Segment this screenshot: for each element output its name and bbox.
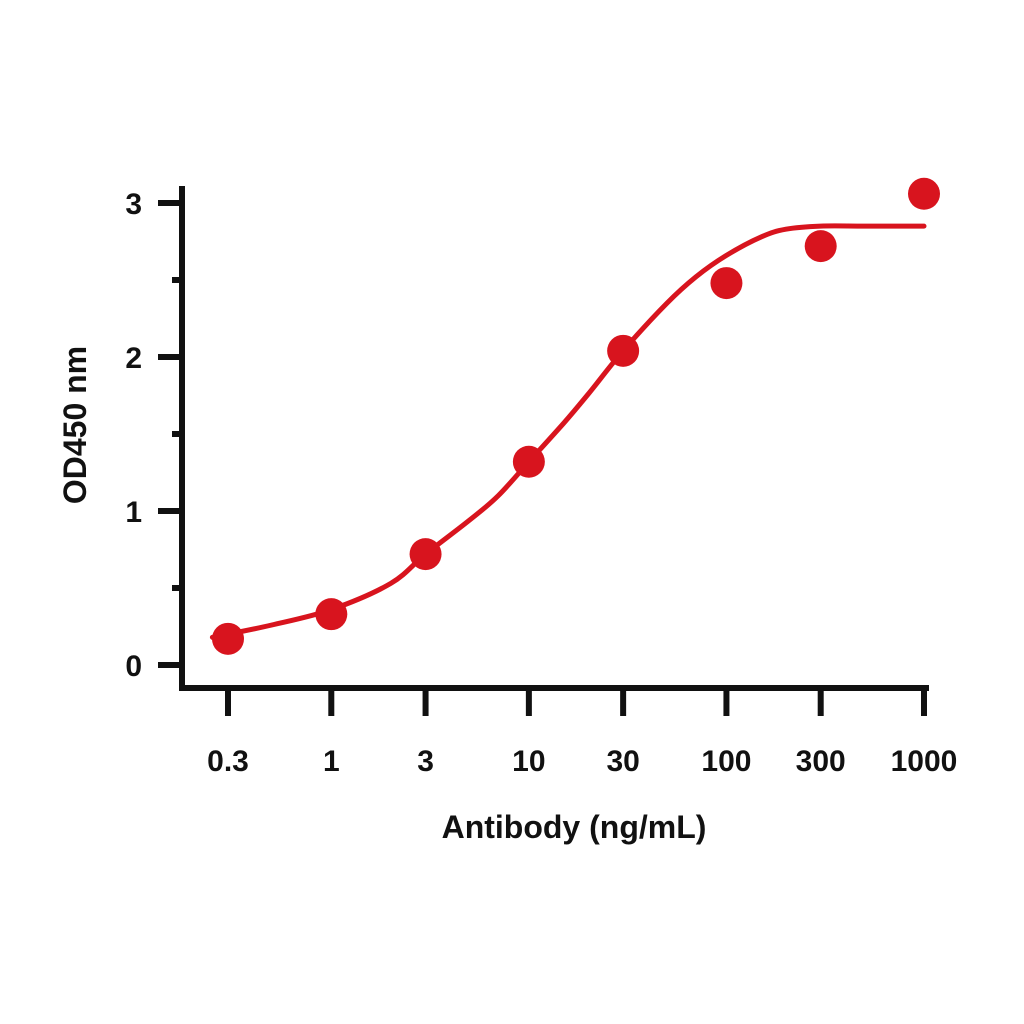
- x-axis-title: Antibody (ng/mL): [442, 809, 707, 845]
- x-tick-label: 0.3: [207, 745, 249, 778]
- x-tick-label: 100: [701, 745, 751, 778]
- x-tick-label: 3: [417, 745, 434, 778]
- fit-curve-layer: [209, 223, 927, 640]
- axes: [179, 186, 929, 691]
- x-tick-label: 30: [606, 745, 639, 778]
- y-tick-label: 1: [125, 496, 142, 529]
- data-point: [710, 267, 743, 300]
- y-tick-label: 0: [125, 650, 142, 683]
- x-tick-label: 1: [323, 745, 340, 778]
- data-point: [804, 230, 837, 263]
- x-ticks: 0.3 1 3 10 30 100 300 1000: [207, 688, 957, 778]
- fit-curve: [209, 223, 927, 640]
- data-point: [409, 538, 442, 571]
- data-point: [607, 334, 640, 367]
- data-point: [908, 177, 940, 210]
- data-point: [315, 598, 348, 631]
- data-point: [512, 445, 545, 478]
- data-point: [212, 622, 244, 655]
- y-axis-title: OD450 nm: [57, 346, 93, 504]
- y-ticks: 0 1 2 3: [125, 188, 182, 683]
- y-tick-label: 3: [125, 188, 142, 221]
- x-tick-label: 300: [796, 745, 846, 778]
- x-tick-label: 1000: [891, 745, 958, 778]
- x-tick-label: 10: [512, 745, 545, 778]
- y-tick-label: 2: [125, 342, 142, 375]
- points-layer: [212, 177, 940, 655]
